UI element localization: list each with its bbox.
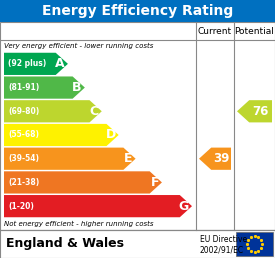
Text: Current: Current xyxy=(198,27,232,36)
Bar xyxy=(236,232,273,256)
Polygon shape xyxy=(4,76,85,99)
Text: Energy Efficiency Rating: Energy Efficiency Rating xyxy=(42,4,233,18)
Polygon shape xyxy=(4,148,136,170)
Polygon shape xyxy=(4,124,119,146)
Text: E: E xyxy=(124,152,133,165)
Text: Very energy efficient - lower running costs: Very energy efficient - lower running co… xyxy=(4,43,153,49)
Text: 76: 76 xyxy=(252,105,269,118)
Polygon shape xyxy=(237,100,272,122)
Text: 2002/91/EC: 2002/91/EC xyxy=(200,245,244,254)
Text: G: G xyxy=(179,200,189,213)
Text: (81-91): (81-91) xyxy=(8,83,39,92)
Polygon shape xyxy=(4,53,68,75)
Text: C: C xyxy=(90,105,99,118)
Text: Not energy efficient - higher running costs: Not energy efficient - higher running co… xyxy=(4,221,153,227)
Bar xyxy=(0,0,275,22)
Text: D: D xyxy=(105,128,116,141)
Text: B: B xyxy=(72,81,82,94)
Text: England & Wales: England & Wales xyxy=(6,238,124,251)
Text: (21-38): (21-38) xyxy=(8,178,39,187)
Text: (1-20): (1-20) xyxy=(8,202,34,211)
Text: F: F xyxy=(150,176,159,189)
Polygon shape xyxy=(199,148,231,170)
Polygon shape xyxy=(4,195,192,217)
Text: (55-68): (55-68) xyxy=(8,131,39,140)
Text: Potential: Potential xyxy=(235,27,274,36)
Bar xyxy=(0,230,275,258)
Polygon shape xyxy=(4,171,162,194)
Polygon shape xyxy=(4,100,102,122)
Text: (92 plus): (92 plus) xyxy=(8,59,46,68)
Text: EU Directive: EU Directive xyxy=(200,235,247,244)
Text: 39: 39 xyxy=(213,152,229,165)
Bar xyxy=(0,22,275,230)
Text: (69-80): (69-80) xyxy=(8,107,39,116)
Text: (39-54): (39-54) xyxy=(8,154,39,163)
Text: A: A xyxy=(55,57,65,70)
